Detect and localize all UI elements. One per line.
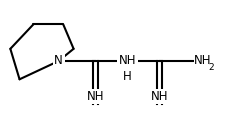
Text: NH: NH: [118, 55, 136, 67]
Text: N: N: [54, 55, 63, 67]
Text: NH: NH: [86, 90, 104, 103]
Text: H: H: [123, 70, 131, 83]
Text: 2: 2: [208, 63, 213, 72]
Text: NH: NH: [194, 55, 211, 67]
Text: NH: NH: [150, 90, 168, 103]
